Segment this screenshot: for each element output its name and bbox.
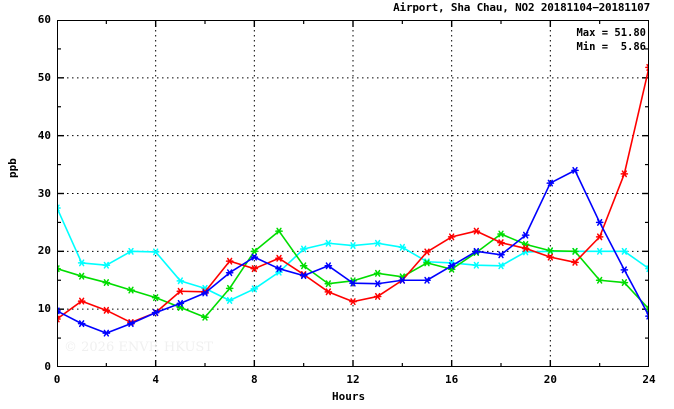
series-20181105 <box>57 227 649 321</box>
y-tick-label: 60 <box>37 13 51 26</box>
plot-area <box>57 20 649 367</box>
x-tick-label: 16 <box>445 373 459 386</box>
x-tick-label: 0 <box>53 373 61 386</box>
y-tick-label: 0 <box>44 360 51 373</box>
x-tick-label: 12 <box>346 373 360 386</box>
x-tick-label: 8 <box>251 373 258 386</box>
y-tick-label: 40 <box>37 128 51 142</box>
x-tick-label: 20 <box>543 373 557 386</box>
x-axis-label: Hours <box>332 390 366 403</box>
y-tick-label: 20 <box>37 244 51 258</box>
x-tick-label: 24 <box>642 373 656 386</box>
y-tick-label: 30 <box>37 186 51 200</box>
chart-canvas <box>57 20 649 367</box>
min-label: Min = 5.86 <box>576 41 646 53</box>
x-tick-label: 4 <box>152 373 159 386</box>
series-20181107 <box>57 166 649 337</box>
chart-title: Airport, Sha Chau, NO2 20181104−20181107 <box>393 1 650 14</box>
y-axis-label: ppb <box>6 158 19 178</box>
y-tick-label: 10 <box>37 302 51 316</box>
max-label: Max = 51.80 <box>576 27 646 39</box>
stats-annotation: Max = 51.80 Min = 5.86 <box>576 26 646 54</box>
series-20181104 <box>57 204 649 304</box>
y-tick-label: 50 <box>37 70 51 84</box>
